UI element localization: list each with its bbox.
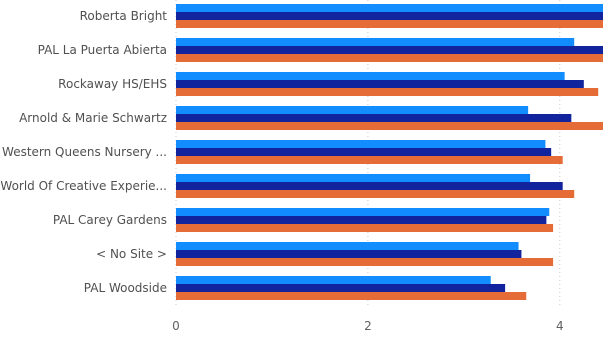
bar-series-3[interactable] bbox=[176, 156, 563, 164]
bar-series-2[interactable] bbox=[176, 250, 522, 258]
bar-series-2[interactable] bbox=[176, 80, 584, 88]
x-tick-label: 2 bbox=[364, 319, 372, 333]
category-label: Rockaway HS/EHS bbox=[58, 77, 167, 91]
bars bbox=[176, 4, 603, 300]
bar-series-1[interactable] bbox=[176, 276, 491, 284]
bar-series-1[interactable] bbox=[176, 174, 531, 182]
category-label: Arnold & Marie Schwartz bbox=[19, 111, 167, 125]
category-label: Western Queens Nursery ... bbox=[2, 145, 167, 159]
x-axis-tick-labels: 0 2 4 bbox=[172, 319, 563, 333]
bar-series-2[interactable] bbox=[176, 148, 552, 156]
bar-series-1[interactable] bbox=[176, 38, 575, 46]
bar-series-3[interactable] bbox=[176, 54, 603, 62]
bar-series-3[interactable] bbox=[176, 88, 599, 96]
bar-series-3[interactable] bbox=[176, 20, 603, 28]
bar-series-3[interactable] bbox=[176, 292, 527, 300]
bar-series-2[interactable] bbox=[176, 12, 603, 20]
bar-series-1[interactable] bbox=[176, 72, 565, 80]
bar-series-2[interactable] bbox=[176, 284, 506, 292]
category-label: PAL Woodside bbox=[84, 281, 167, 295]
bar-series-1[interactable] bbox=[176, 4, 603, 12]
bar-series-2[interactable] bbox=[176, 114, 572, 122]
category-label: PAL Carey Gardens bbox=[53, 213, 167, 227]
bar-series-3[interactable] bbox=[176, 224, 554, 232]
bar-series-2[interactable] bbox=[176, 46, 603, 54]
bar-series-1[interactable] bbox=[176, 106, 529, 114]
category-label: World Of Creative Experie... bbox=[0, 179, 167, 193]
category-label: Roberta Bright bbox=[80, 9, 168, 23]
category-label: < No Site > bbox=[96, 247, 167, 261]
bar-series-2[interactable] bbox=[176, 216, 547, 224]
bar-series-1[interactable] bbox=[176, 208, 550, 216]
x-tick-label: 4 bbox=[556, 319, 564, 333]
bar-series-3[interactable] bbox=[176, 258, 554, 266]
bar-series-1[interactable] bbox=[176, 242, 519, 250]
category-label: PAL La Puerta Abierta bbox=[38, 43, 167, 57]
bar-series-1[interactable] bbox=[176, 140, 546, 148]
x-tick-label: 0 bbox=[172, 319, 180, 333]
category-labels: Roberta Bright PAL La Puerta Abierta Rocka… bbox=[0, 9, 167, 295]
bar-series-3[interactable] bbox=[176, 122, 603, 130]
bar-series-3[interactable] bbox=[176, 190, 575, 198]
bar-series-2[interactable] bbox=[176, 182, 563, 190]
